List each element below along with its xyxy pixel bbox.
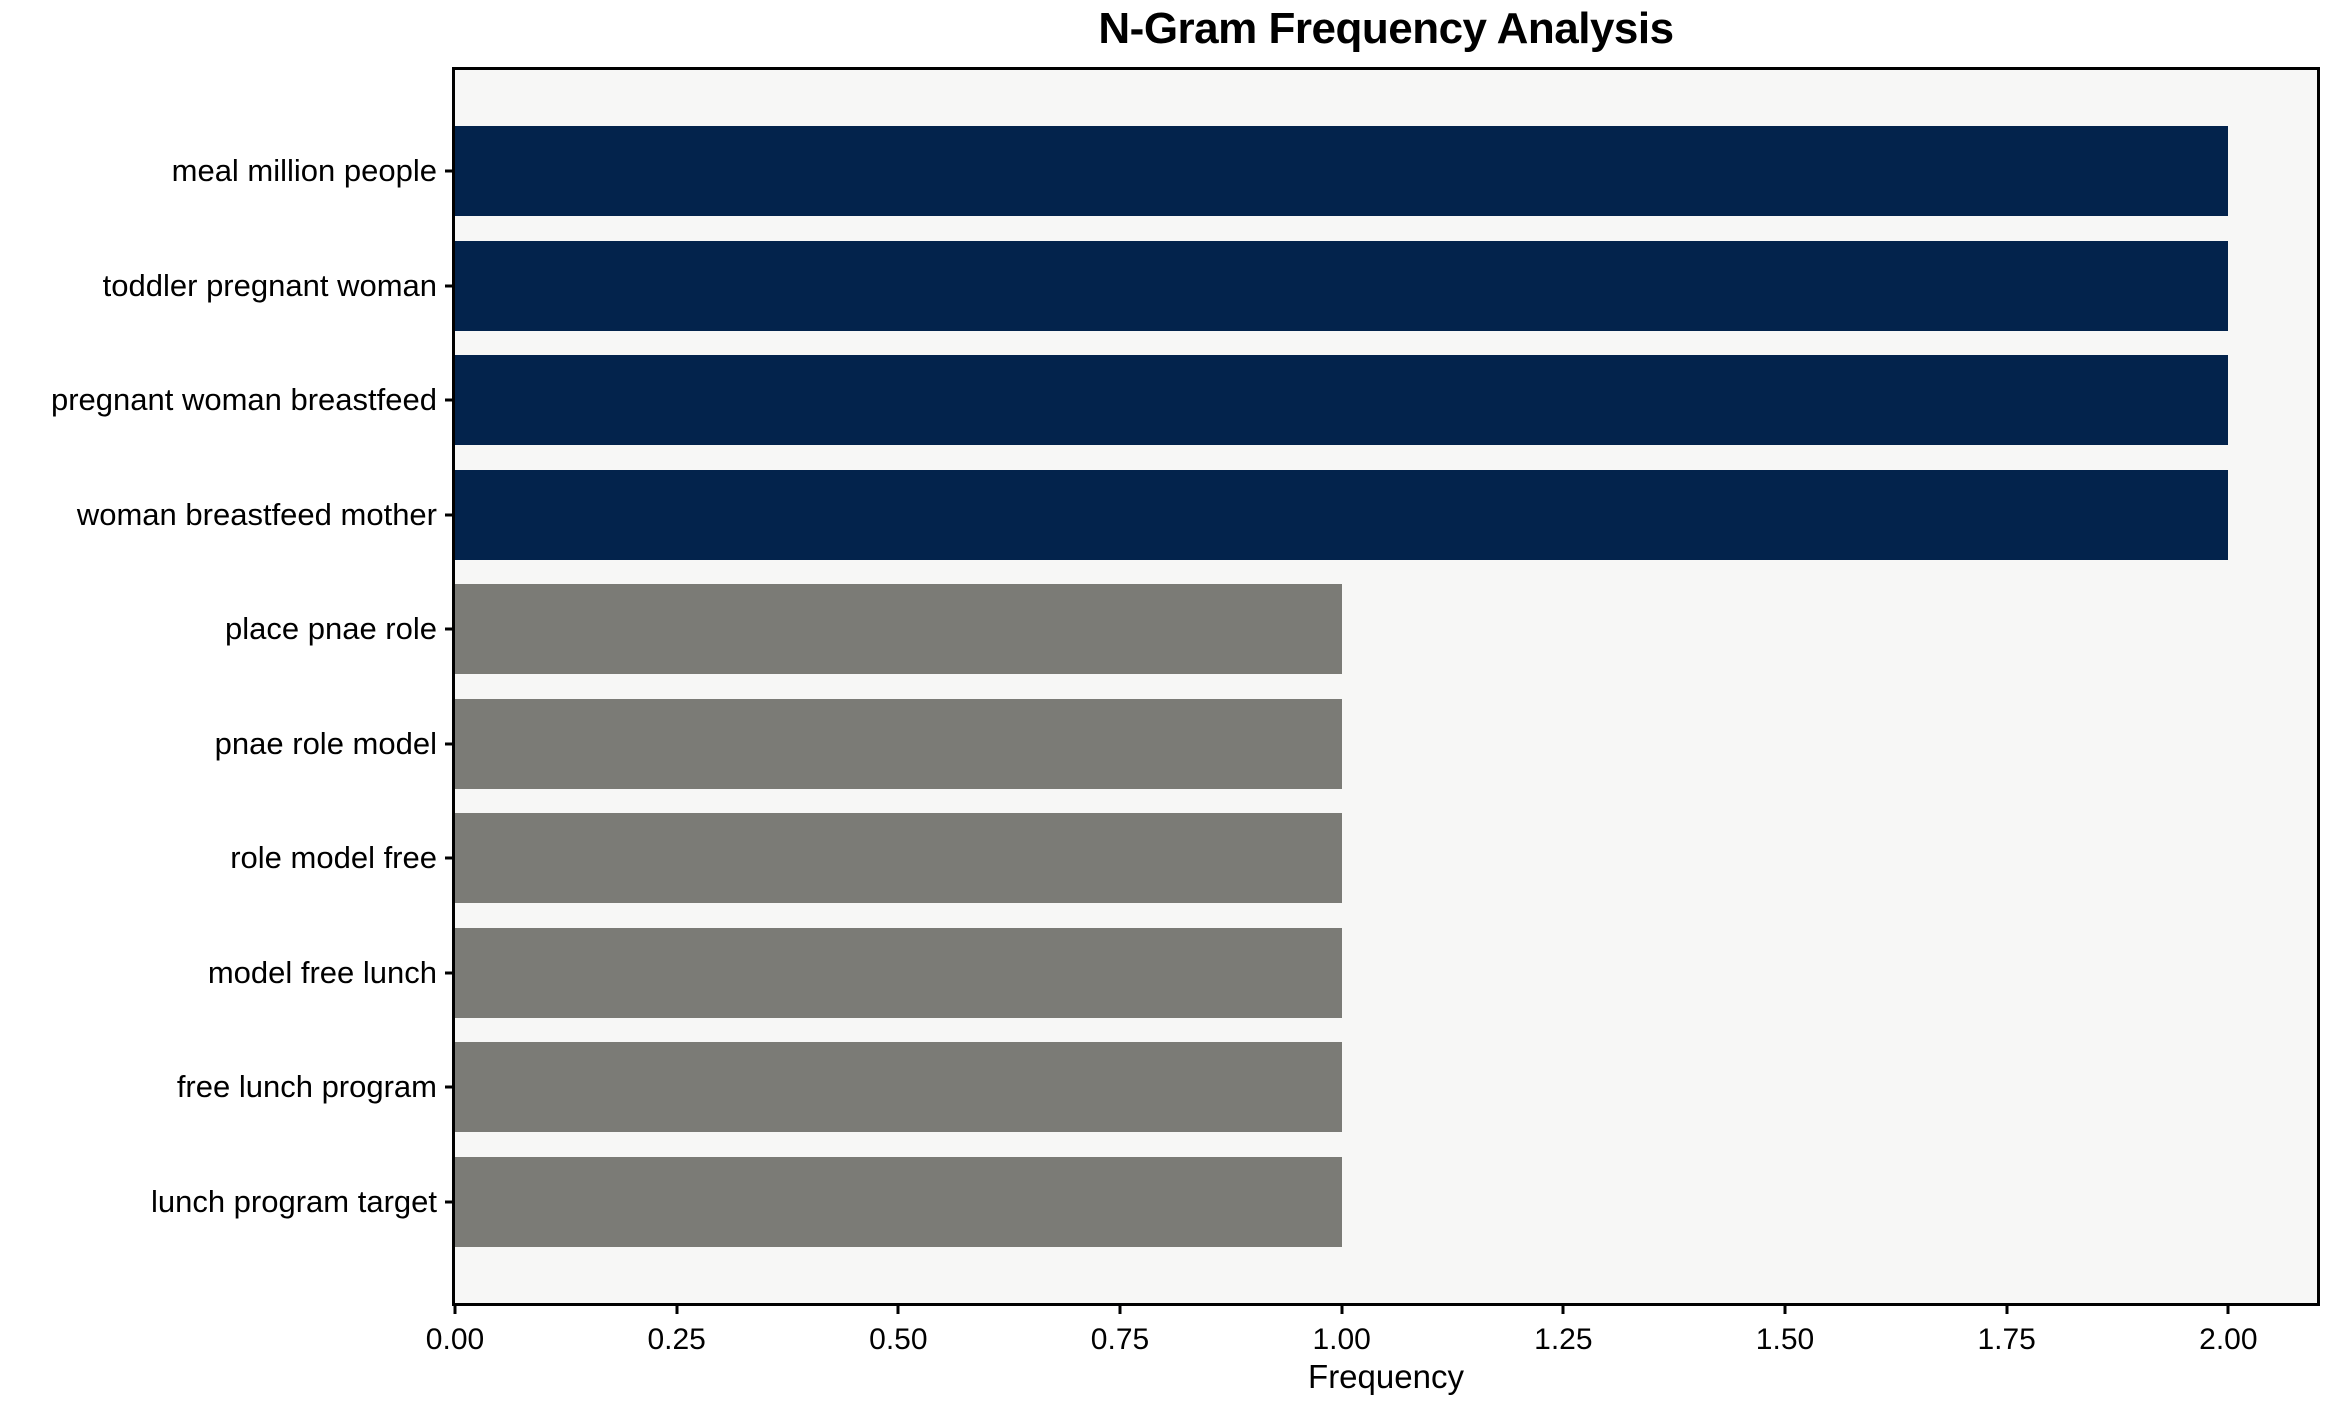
y-tick-label: free lunch program [176,1069,437,1105]
x-tick-label: 0.00 [425,1323,485,1356]
x-tick-label: 0.50 [869,1323,928,1356]
y-tick-label: meal million people [171,152,437,188]
y-tick-label: pregnant woman breastfeed [50,382,437,418]
bar [455,1042,1342,1133]
y-tick [445,971,455,975]
x-tick [675,1303,679,1314]
y-tick [445,1200,455,1204]
plot-area: meal million people toddler pregnant woma… [51,67,2320,1356]
bar [455,813,1342,904]
x-tick [1118,1303,1122,1314]
x-tick [896,1303,900,1314]
y-tick-label: woman breastfeed mother [76,496,437,532]
bar [455,584,1342,675]
x-axis-title: Frequency [1308,1358,1464,1395]
x-tick [2005,1303,2009,1314]
y-tick [445,169,455,173]
chart-title: N-Gram Frequency Analysis [1098,4,1674,53]
x-tick-label: 0.25 [647,1323,706,1356]
y-tick-label: lunch program target [150,1184,437,1220]
bar [455,1157,1342,1247]
y-tick-label: toddler pregnant woman [102,267,437,303]
y-tick [445,284,455,288]
x-tick-label: 2.00 [2199,1323,2258,1356]
bar [455,927,1342,1018]
bar [455,355,2229,446]
bar [455,125,2229,216]
y-tick-label: role model free [230,840,437,876]
x-tick [1340,1303,1344,1314]
y-tick [445,398,455,402]
x-tick-label: 1.75 [1977,1323,2036,1356]
x-tick [453,1303,457,1314]
y-tick-label: model free lunch [207,954,437,990]
y-tick-label: pnae role model [214,725,437,761]
bar [455,698,1342,789]
y-tick [445,627,455,631]
x-tick-label: 1.50 [1755,1323,1815,1356]
y-tick [445,742,455,746]
y-tick [445,513,455,517]
x-tick-label: 1.00 [1312,1323,1371,1356]
y-tick [445,856,455,860]
x-tick [1783,1303,1787,1314]
bar [455,469,2229,560]
x-tick [1561,1303,1565,1314]
x-tick-label: 1.25 [1534,1323,1593,1356]
x-tick [2226,1303,2230,1314]
y-tick-label: place pnae role [225,611,437,647]
bar [455,240,2229,331]
x-tick-label: 0.75 [1090,1323,1150,1356]
y-tick [445,1085,455,1089]
